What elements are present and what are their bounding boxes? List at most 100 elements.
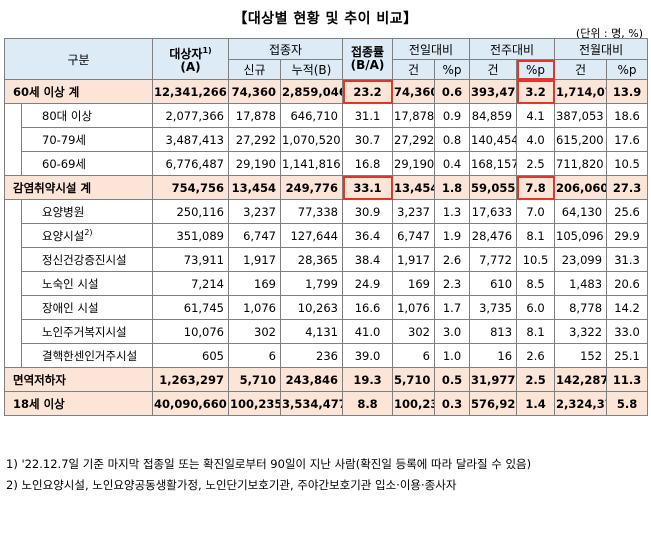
table-row: 장애인 시설 61,745 1,076 10,263 16.6 1,076 1.7 3,735…: [4, 295, 649, 320]
cell-month-count: 615,200: [554, 127, 608, 152]
table-row: 감염취약시설 계 754,756 13,454 249,776 33.1 13,454 1.…: [4, 175, 649, 200]
cell-month-count: 387,053: [554, 103, 608, 128]
cell-day-pp: 3.0: [433, 319, 471, 344]
header-prev-week: 전주대비: [469, 38, 556, 60]
row-indent: [4, 127, 22, 152]
cell-day-pp: 0.9: [433, 103, 471, 128]
row-label: 요양병원: [21, 199, 153, 224]
header-month-pp: %p: [606, 59, 649, 80]
cell-week-pp: 8.1: [516, 319, 556, 344]
row-indent: [4, 103, 22, 128]
table-title: 【대상별 현황 및 추이 비교】: [233, 11, 418, 27]
cell-day-pp: 1.0: [433, 343, 471, 368]
cell-rate: 39.0: [342, 343, 393, 368]
row-label: 노인주거복지시설: [21, 319, 153, 344]
cell-day-count: 74,360: [392, 79, 435, 104]
cell-new: 29,190: [228, 151, 281, 176]
row-indent: [4, 199, 22, 224]
cell-rate: 41.0: [342, 319, 393, 344]
cell-month-count: 3,322: [554, 319, 608, 344]
cell-month-count: 105,096: [554, 223, 608, 248]
vaccination-table: 구분 대상자1) (A) 접종자 접종률 (B/A) 전일대비 전주대비 전월대비 …: [4, 38, 649, 416]
cell-day-count: 27,292: [392, 127, 435, 152]
cell-day-count: 169: [392, 271, 435, 296]
row-label: 요양시설2): [21, 223, 153, 248]
cell-day-count: 13,454: [392, 175, 435, 200]
cell-new: 17,878: [228, 103, 281, 128]
cell-new: 27,292: [228, 127, 281, 152]
cell-new: 3,237: [228, 199, 281, 224]
unit-label: (단위 : 명, %): [575, 27, 643, 40]
cell-week-pp: 4.0: [516, 127, 556, 152]
cell-day-pp: 0.4: [433, 151, 471, 176]
cell-target: 351,089: [152, 223, 229, 248]
cell-new: 100,235: [228, 391, 281, 416]
header-week-pp: %p: [516, 59, 556, 80]
table-row: 80대 이상 2,077,366 17,878 646,710 31.1 17,878 0.…: [4, 103, 649, 128]
cell-cumulative: 127,644: [280, 223, 343, 248]
header-prev-month: 전월대비: [554, 38, 649, 60]
cell-rate: 31.1: [342, 103, 393, 128]
cell-month-count: 64,130: [554, 199, 608, 224]
cell-week-pp: 4.1: [516, 103, 556, 128]
table-row: 60세 이상 계 12,341,266 74,360 2,859,046 23.2 74,…: [4, 79, 649, 104]
cell-week-count: 31,977: [469, 367, 518, 392]
table-row: 노인주거복지시설 10,076 302 4,131 41.0 302 3.0 813 8.1 3,…: [4, 319, 649, 344]
cell-cumulative: 1,141,816: [280, 151, 343, 176]
cell-day-count: 17,878: [392, 103, 435, 128]
cell-week-count: 59,055: [469, 175, 518, 200]
cell-month-pp: 11.3: [606, 367, 649, 392]
header-group: 구분: [4, 38, 153, 80]
cell-cumulative: 2,859,046: [280, 79, 343, 104]
header-prev-day: 전일대비: [391, 38, 471, 60]
cell-target: 73,911: [152, 247, 229, 272]
cell-week-count: 393,470: [469, 79, 518, 104]
row-indent: [4, 223, 22, 248]
cell-month-pp: 25.6: [606, 199, 649, 224]
cell-day-pp: 1.3: [433, 199, 471, 224]
cell-target: 1,263,297: [152, 367, 229, 392]
cell-week-count: 28,476: [469, 223, 518, 248]
cell-target: 754,756: [152, 175, 229, 200]
row-label: 감염취약시설 계: [4, 175, 153, 200]
cell-target: 605: [152, 343, 229, 368]
cell-month-count: 152: [554, 343, 608, 368]
cell-day-count: 3,237: [392, 199, 435, 224]
cell-rate: 33.1: [342, 175, 393, 200]
row-indent: [4, 151, 22, 176]
cell-week-count: 7,772: [469, 247, 518, 272]
cell-month-pp: 20.6: [606, 271, 649, 296]
cell-day-pp: 1.7: [433, 295, 471, 320]
cell-day-pp: 0.5: [433, 367, 471, 392]
cell-month-pp: 10.5: [606, 151, 649, 176]
cell-day-count: 5,710: [392, 367, 435, 392]
cell-cumulative: 10,263: [280, 295, 343, 320]
cell-day-pp: 0.8: [433, 127, 471, 152]
footnote-1: 1) '22.12.7일 기준 마지막 접종일 또는 확진일로부터 90일이 지…: [6, 457, 532, 471]
cell-new: 1,917: [228, 247, 281, 272]
cell-month-pp: 29.9: [606, 223, 649, 248]
header-week-count: 건: [469, 59, 518, 80]
footnote-2: 2) 노인요양시설, 노인요양공동생활가정, 노인단기보호기관, 주야간보호기관…: [6, 478, 457, 492]
table-row: 노숙인 시설 7,214 169 1,799 24.9 169 2.3 610 8.5 1,483…: [4, 271, 649, 296]
cell-target: 7,214: [152, 271, 229, 296]
row-indent: [4, 247, 22, 272]
table-row: 18세 이상 40,090,660 100,235 3,534,477 8.8 100,2…: [4, 391, 649, 416]
row-label: 60-69세: [21, 151, 153, 176]
cell-rate: 36.4: [342, 223, 393, 248]
cell-target: 2,077,366: [152, 103, 229, 128]
table-row: 70-79세 3,487,413 27,292 1,070,520 30.7 27,292…: [4, 127, 649, 152]
cell-month-pp: 31.3: [606, 247, 649, 272]
header-rate: 접종률 (B/A): [342, 38, 393, 80]
cell-rate: 19.3: [342, 367, 393, 392]
header-day-count: 건: [392, 59, 435, 80]
cell-new: 74,360: [228, 79, 281, 104]
cell-week-pp: 3.2: [516, 79, 556, 104]
row-label: 60세 이상 계: [4, 79, 153, 104]
cell-week-pp: 7.8: [516, 175, 556, 200]
cell-day-count: 1,917: [392, 247, 435, 272]
cell-week-count: 3,735: [469, 295, 518, 320]
table-row: 면역저하자 1,263,297 5,710 243,846 19.3 5,710 0.5 31…: [4, 367, 649, 392]
cell-week-count: 140,454: [469, 127, 518, 152]
cell-target: 250,116: [152, 199, 229, 224]
